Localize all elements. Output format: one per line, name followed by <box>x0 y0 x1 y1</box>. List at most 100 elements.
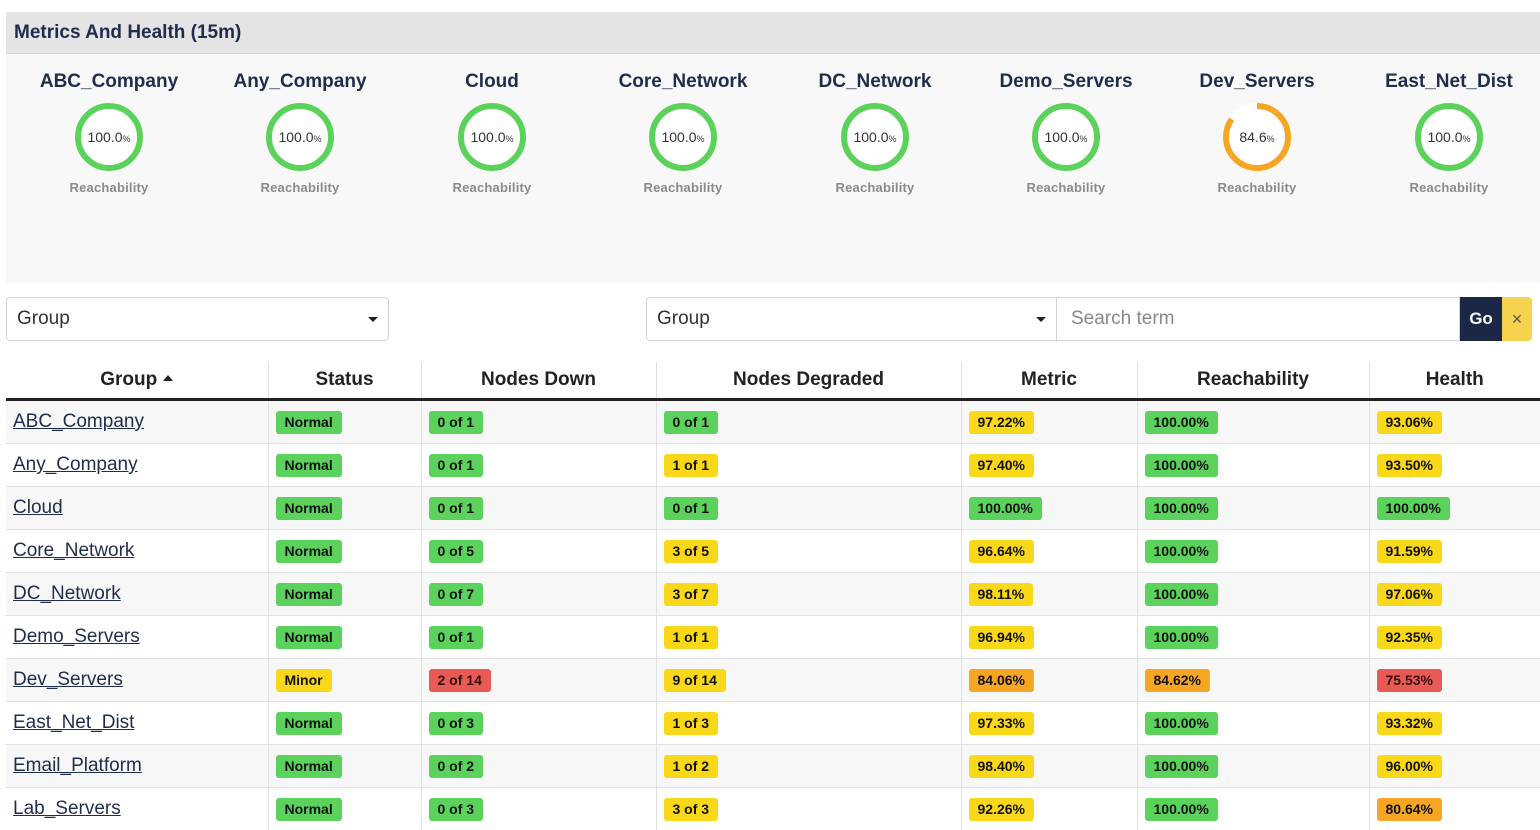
gauge-value: 100.0% <box>1044 129 1088 145</box>
table-row: Demo_Servers Normal 0 of 1 1 of 1 96.94% 100.… <box>6 615 1540 659</box>
group-link[interactable]: Dev_Servers <box>13 669 123 690</box>
nodes-down-badge: 0 of 3 <box>428 797 484 821</box>
gauge-dev-servers[interactable]: Dev_Servers 84.6% Reachability <box>1162 68 1352 195</box>
gauge-dc-network[interactable]: DC_Network 100.0% Reachability <box>780 68 970 195</box>
group-cell: Any_Company <box>6 443 269 487</box>
nodes-down-cell: 0 of 1 <box>421 615 657 659</box>
nodes-down-cell: 0 of 2 <box>421 744 657 788</box>
gauge-title: East_Net_Dist <box>1385 71 1513 92</box>
table-row: Any_Company Normal 0 of 1 1 of 1 97.40% 100.0… <box>6 443 1540 487</box>
nodes-degraded-cell: 1 of 1 <box>656 615 962 659</box>
nodes-down-cell: 0 of 1 <box>421 443 657 487</box>
header-metric[interactable]: Metric <box>961 362 1138 401</box>
gauge-label: Reachability <box>260 180 340 195</box>
nodes-degraded-badge: 1 of 1 <box>663 625 719 649</box>
gauge-title: DC_Network <box>818 71 932 92</box>
nodes-down-badge: 0 of 1 <box>428 410 484 434</box>
group-link[interactable]: East_Net_Dist <box>13 712 135 733</box>
gauge-label: Reachability <box>1217 180 1297 195</box>
metric-cell: 98.40% <box>961 744 1138 788</box>
gauge-value: 100.0% <box>87 129 131 145</box>
reachability-cell: 100.00% <box>1137 744 1370 788</box>
status-badge: Normal <box>275 711 342 735</box>
gauge-label: Reachability <box>1026 180 1106 195</box>
status-cell: Normal <box>268 443 422 487</box>
nodes-degraded-cell: 0 of 1 <box>656 399 962 444</box>
sort-asc-icon <box>163 374 174 381</box>
reachability-cell: 100.00% <box>1137 615 1370 659</box>
group-link[interactable]: Demo_Servers <box>13 626 140 647</box>
group-link[interactable]: DC_Network <box>13 583 121 604</box>
gauge-ring: 84.6% <box>1222 102 1292 172</box>
metrics-health-panel: Metrics And Health (15m) ABC_Company 100.… <box>6 12 1540 830</box>
gauge-value: 100.0% <box>470 129 514 145</box>
group-cell: Cloud <box>6 486 269 530</box>
table-row: Dev_Servers Minor 2 of 14 9 of 14 84.06% 84.6… <box>6 658 1540 702</box>
header-nodes-down[interactable]: Nodes Down <box>421 362 657 401</box>
gauge-arc <box>1415 103 1483 171</box>
gauge-ring-chart <box>1032 103 1100 171</box>
gauge-east-net-dist[interactable]: East_Net_Dist 100.0% Reachability <box>1354 68 1540 195</box>
gauge-title: Demo_Servers <box>999 71 1133 92</box>
search-input[interactable]: Search term <box>1057 297 1460 341</box>
group-link[interactable]: Email_Platform <box>13 755 142 776</box>
table-row: Cloud Normal 0 of 1 0 of 1 100.00% 100.00% 100… <box>6 486 1540 530</box>
health-badge: 100.00% <box>1376 496 1450 520</box>
group-select-right[interactable]: Group <box>646 297 1057 341</box>
group-cell: Dev_Servers <box>6 658 269 702</box>
gauge-ring: 100.0% <box>265 102 335 172</box>
gauge-label: Reachability <box>452 180 532 195</box>
health-cell: 93.06% <box>1369 399 1540 444</box>
group-link[interactable]: Any_Company <box>13 454 138 475</box>
reachability-cell: 84.62% <box>1137 658 1370 702</box>
gauge-any-company[interactable]: Any_Company 100.0% Reachability <box>205 68 395 195</box>
status-cell: Normal <box>268 529 422 573</box>
nodes-degraded-cell: 9 of 14 <box>656 658 962 702</box>
health-cell: 75.53% <box>1369 658 1540 702</box>
metric-cell: 84.06% <box>961 658 1138 702</box>
header-nodes-degraded[interactable]: Nodes Degraded <box>656 362 962 401</box>
gauge-title: Cloud <box>465 71 519 92</box>
table-row: East_Net_Dist Normal 0 of 3 1 of 3 97.33% 100… <box>6 701 1540 745</box>
header-status[interactable]: Status <box>268 362 422 401</box>
group-link[interactable]: Cloud <box>13 497 63 518</box>
nodes-down-badge: 0 of 7 <box>428 582 484 606</box>
health-badge: 75.53% <box>1376 668 1442 692</box>
metric-badge: 84.06% <box>968 668 1034 692</box>
header-reachability[interactable]: Reachability <box>1137 362 1370 401</box>
gauge-core-network[interactable]: Core_Network 100.0% Reachability <box>588 68 778 195</box>
gauge-title: Dev_Servers <box>1199 71 1315 92</box>
gauge-arc <box>75 103 143 171</box>
gauge-value: 84.6% <box>1239 129 1275 145</box>
reachability-badge: 100.00% <box>1144 797 1218 821</box>
go-button[interactable]: Go <box>1460 297 1502 341</box>
header-health[interactable]: Health <box>1369 362 1540 401</box>
reachability-badge: 100.00% <box>1144 625 1218 649</box>
status-badge: Normal <box>275 754 342 778</box>
gauge-cloud[interactable]: Cloud 100.0% Reachability <box>397 68 587 195</box>
table-row: Lab_Servers Normal 0 of 3 3 of 3 92.26% 100.0… <box>6 787 1540 830</box>
nodes-degraded-badge: 1 of 2 <box>663 754 719 778</box>
reachability-badge: 100.00% <box>1144 496 1218 520</box>
group-link[interactable]: ABC_Company <box>13 411 144 432</box>
nodes-degraded-badge: 3 of 5 <box>663 539 719 563</box>
table-row: Email_Platform Normal 0 of 2 1 of 2 98.40% 10… <box>6 744 1540 788</box>
group-link[interactable]: Lab_Servers <box>13 798 121 819</box>
clear-button[interactable]: × <box>1502 297 1532 341</box>
nodes-down-cell: 0 of 1 <box>421 399 657 444</box>
nodes-degraded-badge: 3 of 7 <box>663 582 719 606</box>
group-cell: Demo_Servers <box>6 615 269 659</box>
filters-bar: Group Group Search term Go × <box>6 283 1540 363</box>
close-icon: × <box>1511 308 1523 329</box>
table-header-row: Group Status Nodes Down Nodes Degraded M… <box>6 362 1540 401</box>
gauge-ring: 100.0% <box>1414 102 1484 172</box>
nodes-down-badge: 0 of 1 <box>428 453 484 477</box>
gauge-ring-chart <box>266 103 334 171</box>
group-link[interactable]: Core_Network <box>13 540 135 561</box>
header-group[interactable]: Group <box>6 362 269 401</box>
gauge-abc-company[interactable]: ABC_Company 100.0% Reachability <box>14 68 204 195</box>
group-select-left[interactable]: Group <box>6 297 389 341</box>
gauge-demo-servers[interactable]: Demo_Servers 100.0% Reachability <box>971 68 1161 195</box>
metric-badge: 96.94% <box>968 625 1034 649</box>
nodes-down-badge: 0 of 1 <box>428 496 484 520</box>
